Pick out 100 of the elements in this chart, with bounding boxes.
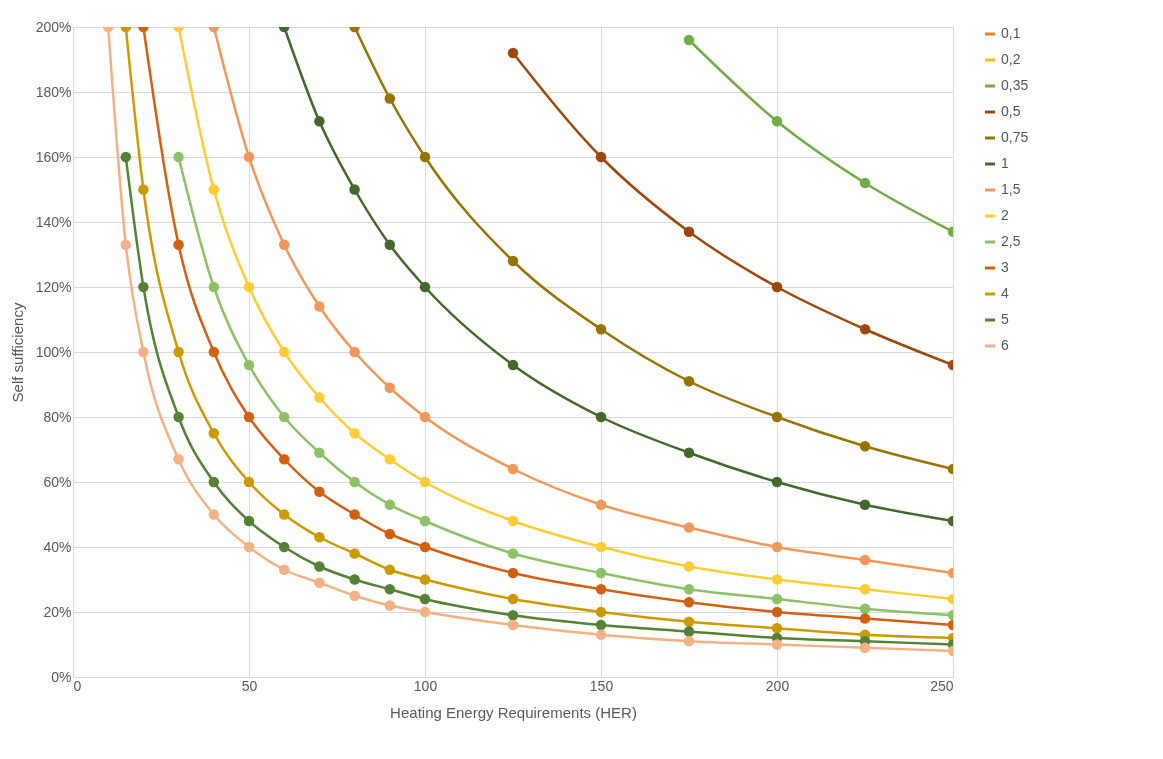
point: [595, 541, 607, 553]
legend-label: 3: [1001, 259, 1009, 275]
point: [771, 593, 783, 605]
x-axis-title: Heating Energy Requirements (HER): [390, 703, 637, 721]
point: [507, 567, 519, 579]
point: [208, 184, 220, 195]
point: [349, 548, 360, 559]
point: [771, 623, 783, 634]
point: [349, 590, 360, 601]
point: [859, 324, 871, 335]
point: [683, 584, 695, 595]
point: [243, 359, 255, 371]
point: [314, 577, 325, 588]
point: [595, 584, 607, 595]
point: [595, 567, 607, 579]
x-tick-label: 50: [241, 677, 258, 694]
point: [278, 509, 290, 520]
point: [138, 281, 149, 293]
point: [419, 476, 431, 488]
point: [419, 574, 431, 585]
point: [419, 151, 431, 163]
point: [314, 116, 325, 127]
legend-label: 1: [1001, 155, 1009, 171]
point: [595, 629, 607, 640]
point: [595, 411, 607, 423]
point: [507, 593, 519, 605]
point: [595, 499, 607, 510]
point: [314, 392, 325, 403]
point: [859, 499, 871, 510]
point: [507, 359, 519, 371]
point: [243, 515, 255, 527]
point: [173, 346, 184, 358]
point: [771, 541, 783, 553]
point: [595, 151, 607, 163]
point: [771, 411, 783, 423]
point: [243, 281, 255, 293]
point: [595, 606, 607, 618]
point: [278, 454, 290, 465]
point: [384, 239, 396, 250]
point: [507, 515, 519, 527]
point: [243, 411, 255, 423]
legend-label: 0,35: [1001, 77, 1029, 93]
point: [507, 463, 519, 475]
point: [314, 447, 325, 458]
point: [384, 93, 396, 104]
point: [595, 324, 607, 335]
y-tick-label: 160%: [35, 148, 72, 165]
point: [771, 281, 783, 293]
point: [243, 476, 255, 488]
point: [683, 226, 695, 237]
legend-label: 1,5: [1001, 181, 1021, 197]
point: [419, 411, 431, 423]
point: [419, 593, 431, 605]
point: [771, 606, 783, 618]
point: [138, 184, 149, 195]
point: [278, 564, 290, 575]
point: [384, 600, 396, 611]
point: [208, 281, 220, 293]
legend-label: 0,2: [1001, 51, 1021, 67]
point: [173, 411, 184, 423]
y-axis-title: Self sufficiency: [8, 302, 26, 403]
y-tick-label: 20%: [43, 603, 72, 620]
y-tick-label: 100%: [35, 343, 72, 360]
point: [138, 346, 149, 358]
y-tick-label: 120%: [35, 278, 72, 295]
point: [278, 239, 290, 250]
point: [683, 636, 695, 647]
point: [349, 476, 360, 488]
point: [243, 151, 255, 163]
point: [208, 428, 220, 439]
point: [507, 47, 519, 59]
point: [419, 606, 431, 618]
point: [507, 548, 519, 559]
point: [314, 486, 325, 497]
point: [384, 499, 396, 510]
point: [859, 554, 871, 566]
point: [419, 515, 431, 527]
point: [683, 597, 695, 608]
point: [507, 610, 519, 621]
legend-label: 6: [1001, 337, 1009, 353]
legend-label: 0,5: [1001, 103, 1021, 119]
y-tick-label: 0%: [51, 668, 72, 685]
point: [771, 116, 783, 127]
point: [683, 376, 695, 387]
point: [208, 476, 220, 488]
legend-label: 4: [1001, 285, 1009, 301]
y-tick-label: 140%: [35, 213, 72, 230]
point: [683, 34, 695, 46]
point: [173, 151, 184, 163]
legend-label: 0,1: [1001, 25, 1021, 41]
x-tick-label: 0: [73, 677, 82, 694]
point: [683, 626, 695, 637]
point: [208, 346, 220, 358]
point: [507, 619, 519, 631]
y-tick-label: 40%: [43, 538, 72, 555]
point: [314, 561, 325, 572]
point: [683, 561, 695, 572]
point: [683, 522, 695, 533]
point: [595, 619, 607, 631]
point: [419, 541, 431, 553]
